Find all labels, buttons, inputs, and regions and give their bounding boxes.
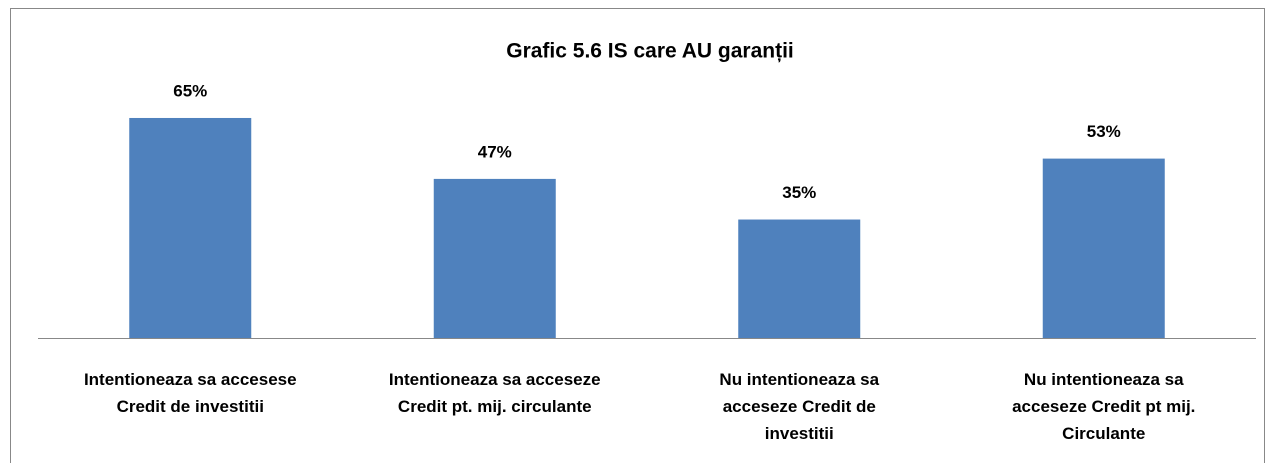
bar (1042, 158, 1165, 338)
x-tick-label: Nu intentioneaza sa acceseze Credit de i… (719, 370, 880, 443)
chart-title: Grafic 5.6 IS care AU garanții (506, 40, 794, 63)
data-label: 65% (173, 81, 207, 100)
x-tick-label: Intentioneaza sa acceseze Credit pt. mij… (388, 370, 601, 416)
data-label: 35% (782, 183, 816, 202)
x-tick-label: Nu intentioneaza sa acceseze Credit pt m… (1012, 370, 1196, 443)
bar (129, 117, 252, 338)
x-tick-label: Intentioneaza sa accesese Credit de inve… (83, 370, 297, 416)
bar (738, 219, 861, 338)
data-label: 53% (1087, 122, 1121, 141)
bar (433, 178, 556, 338)
data-label: 47% (478, 142, 512, 161)
